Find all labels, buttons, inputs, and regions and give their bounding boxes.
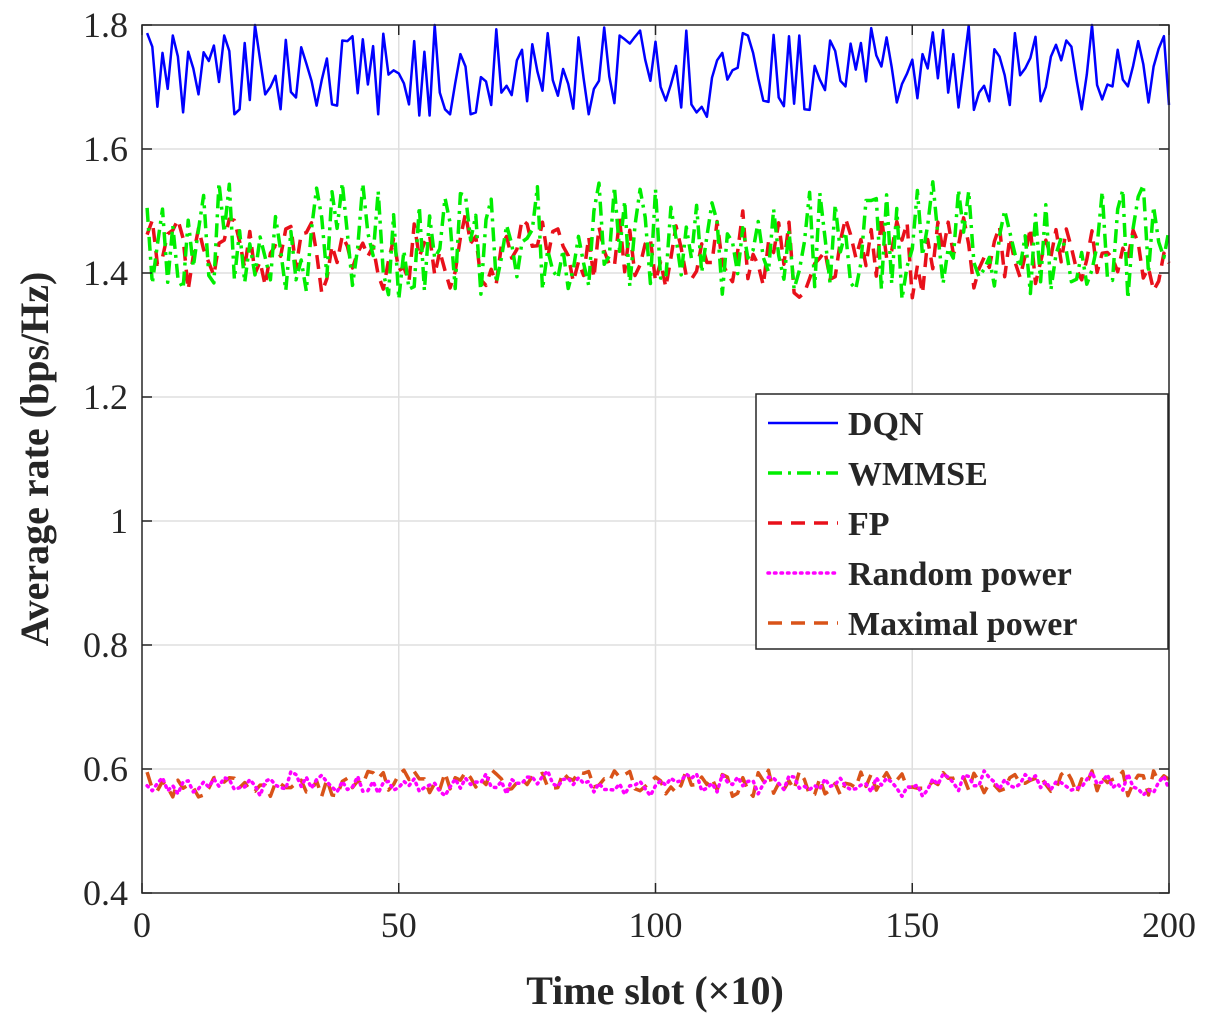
y-tick-label: 1.8 — [83, 5, 128, 45]
x-tick-label: 100 — [629, 905, 683, 945]
series-line-dqn — [145, 23, 1171, 119]
y-axis-title: Average rate (bps/Hz) — [12, 272, 57, 647]
legend-label-fp: FP — [848, 506, 890, 543]
x-tick-label: 150 — [885, 905, 939, 945]
legend: DQN WMMSE FP Random power Maximal power — [755, 393, 1169, 650]
series-line-wmmse — [145, 180, 1171, 301]
x-axis-title: Time slot (×10) — [526, 968, 784, 1013]
y-tick-label: 1.6 — [83, 129, 128, 169]
y-tick-label: 0.6 — [83, 749, 128, 789]
series-layer — [145, 23, 1171, 799]
x-tick-label: 200 — [1142, 905, 1196, 945]
series-line-random-power — [145, 769, 1171, 799]
y-tick-label: 1 — [110, 501, 128, 541]
x-tick-label: 0 — [133, 905, 151, 945]
legend-label-wmmse: WMMSE — [848, 456, 988, 493]
series-line-maximal-power — [145, 767, 1171, 799]
legend-label-random-power: Random power — [848, 556, 1072, 593]
y-tick-label: 1.4 — [83, 253, 128, 293]
legend-label-maximal-power: Maximal power — [848, 606, 1077, 643]
y-tick-label: 1.2 — [83, 377, 128, 417]
y-tick-label: 0.8 — [83, 625, 128, 665]
y-tick-label: 0.4 — [83, 873, 128, 913]
series-line-fp — [145, 209, 1171, 300]
legend-label-dqn: DQN — [848, 406, 924, 443]
tick-labels: 0 50 100 150 200 0.4 0.6 0.8 1 1.2 1.4 1.6 1.8 — [83, 5, 1196, 945]
x-tick-label: 50 — [381, 905, 417, 945]
